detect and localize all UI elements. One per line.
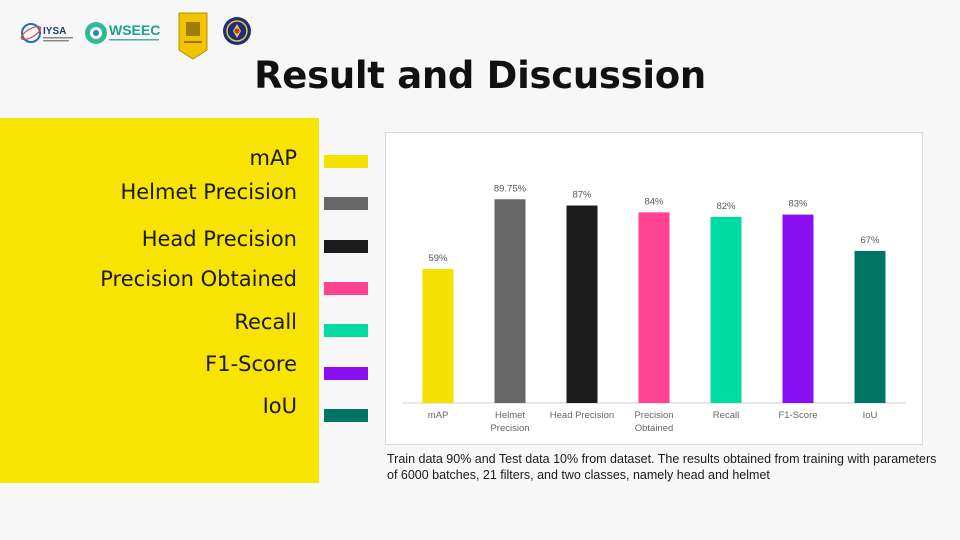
- legend-label-f1-score: F1-Score: [205, 352, 297, 376]
- wseec-logo-text: WSEEC: [109, 22, 160, 38]
- legend-label-recall: Recall: [234, 310, 297, 334]
- legend-swatch-head-precision: [324, 240, 368, 253]
- legend-swatch-f1-score: [324, 367, 368, 380]
- data-label-map: 59%: [428, 253, 448, 264]
- data-label-helmet-precision: 89.75%: [494, 183, 527, 194]
- bar-f1-score: [782, 214, 814, 403]
- iysa-logo-text: IYSA: [43, 26, 66, 37]
- university-emblem-icon: [178, 12, 208, 60]
- data-label-precision-obtained: 84%: [644, 196, 664, 207]
- data-label-recall: 82%: [716, 201, 736, 212]
- bar-map: [422, 269, 454, 403]
- iysa-logo: IYSA: [20, 23, 73, 43]
- bar-iou: [854, 250, 886, 403]
- tick-label-f1-score: F1-Score: [778, 410, 817, 421]
- legend-label-head-precision: Head Precision: [141, 227, 297, 251]
- tick-label-head-precision: Head Precision: [550, 410, 614, 421]
- tick-label-precision-obtained: Precision Obtained: [634, 410, 673, 434]
- data-label-f1-score: 83%: [788, 199, 808, 210]
- tick-label-recall: Recall: [713, 410, 739, 421]
- legend-swatch-precision-obtained: [324, 282, 368, 295]
- legend-label-helmet-precision: Helmet Precision: [120, 180, 297, 204]
- tick-label-iou: IoU: [863, 410, 878, 421]
- tick-label-map: mAP: [428, 410, 449, 421]
- wseec-logo: WSEEC: [85, 22, 160, 44]
- legend-label-map: mAP: [249, 146, 298, 170]
- bar-chart-svg: 59% mAP 89.75% Helmet Precision 87% Head Preci…: [402, 183, 906, 434]
- bar-precision-obtained: [638, 212, 670, 403]
- page-title: Result and Discussion: [254, 54, 706, 97]
- bar-helmet-precision: [494, 199, 526, 403]
- bar-recall: [710, 216, 742, 403]
- legend-swatch-map: [324, 155, 368, 168]
- bar-head-precision: [566, 205, 598, 403]
- data-label-head-precision: 87%: [572, 190, 592, 201]
- bar-chart: 59% mAP 89.75% Helmet Precision 87% Head Preci…: [385, 132, 923, 445]
- chart-caption: Train data 90% and Test data 10% from da…: [387, 452, 937, 482]
- legend-swatch-iou: [324, 409, 368, 422]
- legend-label-iou: IoU: [262, 394, 297, 418]
- legend-label-precision-obtained: Precision Obtained: [100, 267, 297, 291]
- legend-swatch-recall: [324, 324, 368, 337]
- data-label-iou: 67%: [860, 235, 880, 246]
- tick-label-helmet-precision: Helmet Precision: [490, 410, 529, 434]
- legend-swatch-helmet-precision: [324, 197, 368, 210]
- institution-seal-icon: [223, 17, 251, 45]
- legend-panel: [0, 118, 319, 483]
